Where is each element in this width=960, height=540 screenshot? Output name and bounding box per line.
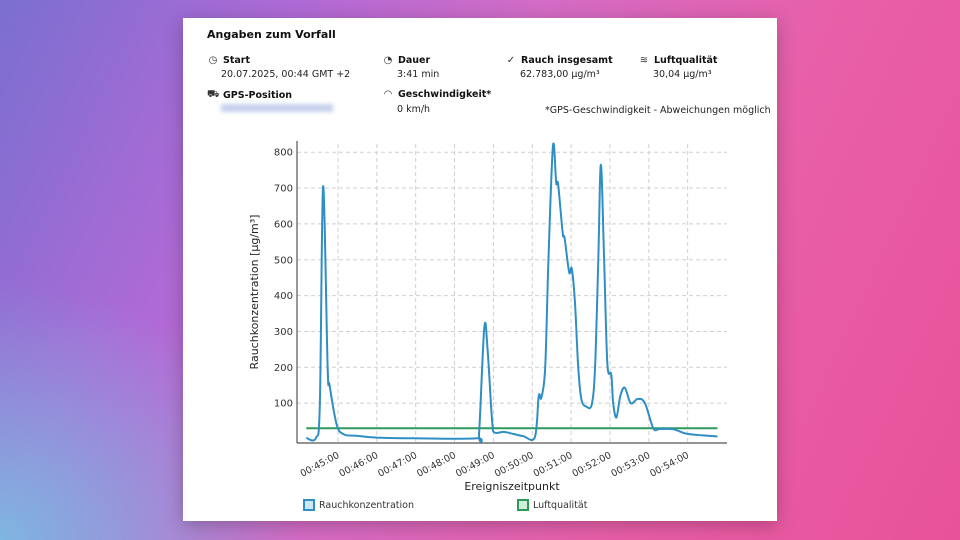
- x-tick-label: 00:50:00: [493, 450, 536, 480]
- gps-value-redacted: [221, 104, 333, 112]
- x-tick-label: 00:47:00: [376, 450, 419, 480]
- legend-air[interactable]: Luftqualität: [517, 499, 587, 511]
- legend-swatch: [303, 499, 315, 511]
- field-speed: ◠ Geschwindigkeit*: [382, 89, 492, 100]
- x-tick-label: 00:48:00: [415, 450, 458, 480]
- field-value: 3:41 min: [397, 69, 440, 80]
- series-line-rauchkonzentration: [305, 142, 718, 443]
- field-value: 0 km/h: [397, 104, 431, 115]
- field-smoke-total: ✓ Rauch insgesamt: [505, 55, 613, 66]
- field-label: Luftqualität: [654, 55, 718, 66]
- clock-icon: ◷: [208, 55, 218, 66]
- legend-label: Rauchkonzentration: [319, 499, 414, 511]
- legend-label: Luftqualität: [533, 499, 588, 511]
- smoke-check-icon: ✓: [506, 55, 516, 66]
- legend-swatch: [517, 499, 529, 511]
- field-start: ◷ Start: [207, 55, 250, 66]
- x-axis-title: Ereigniszeitpunkt: [464, 480, 560, 493]
- field-gps: ⛟ GPS-Position: [207, 89, 292, 102]
- field-label: Rauch insgesamt: [521, 55, 613, 66]
- x-tick-label: 00:53:00: [609, 450, 652, 480]
- y-tick-label: 600: [274, 219, 293, 230]
- y-axis-title: Rauchkonzentration [µg/m³]: [248, 215, 261, 370]
- field-label: Dauer: [398, 55, 431, 66]
- x-tick-label: 00:51:00: [532, 450, 575, 480]
- field-label: Geschwindigkeit*: [398, 89, 492, 100]
- speedometer-icon: ◠: [383, 89, 393, 100]
- field-duration: ◔ Dauer: [382, 55, 431, 66]
- y-tick-label: 200: [274, 363, 293, 374]
- air-waves-icon: ≋: [639, 55, 649, 66]
- card-title: Angaben zum Vorfall: [207, 28, 336, 41]
- y-tick-label: 100: [274, 399, 293, 410]
- y-tick-label: 800: [274, 148, 293, 159]
- field-label: Start: [223, 55, 251, 66]
- field-label: GPS-Position: [223, 90, 293, 101]
- y-tick-label: 300: [274, 327, 293, 338]
- pie-timer-icon: ◔: [383, 55, 393, 66]
- incident-card: Angaben zum Vorfall ◷ Start 20.07.2025, 0…: [183, 18, 777, 521]
- field-value: 62.783,00 µg/m³: [520, 69, 600, 80]
- y-tick-label: 500: [274, 255, 293, 266]
- x-tick-label: 00:52:00: [571, 450, 614, 480]
- gps-note: *GPS-Geschwindigkeit - Abweichungen mögl…: [545, 105, 771, 116]
- x-tick-label: 00:46:00: [337, 450, 380, 480]
- x-tick-label: 00:49:00: [454, 450, 497, 480]
- field-value: 20.07.2025, 00:44 GMT +2: [221, 69, 351, 80]
- car-location-icon: ⛟: [207, 89, 220, 100]
- y-tick-label: 700: [274, 184, 293, 195]
- field-value: 30,04 µg/m³: [653, 69, 712, 80]
- y-tick-label: 400: [274, 291, 293, 302]
- field-air-quality: ≋ Luftqualität: [638, 55, 718, 66]
- x-tick-label: 00:45:00: [299, 450, 342, 480]
- legend-smoke[interactable]: Rauchkonzentration: [303, 499, 414, 511]
- x-tick-label: 00:54:00: [648, 450, 691, 480]
